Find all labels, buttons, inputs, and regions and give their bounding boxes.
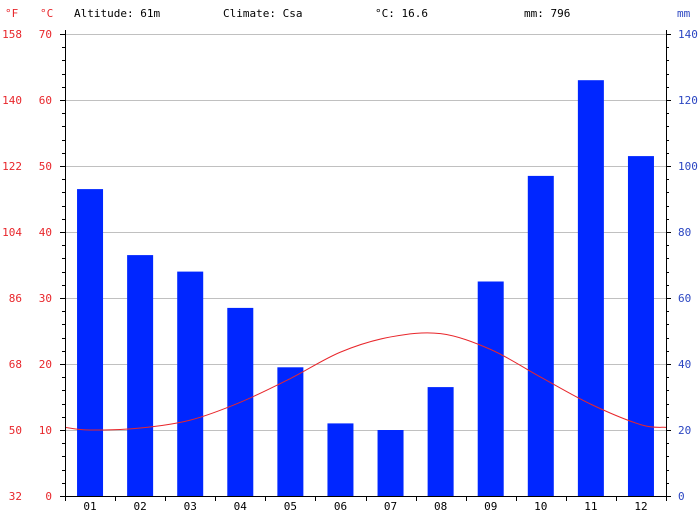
header-avg-temp: °C: 16.6 — [375, 7, 428, 20]
celsius-tick-label: 50 — [39, 160, 52, 173]
precip-bar-02 — [127, 255, 154, 496]
mm-tick-label: 20 — [678, 424, 691, 437]
month-label: 04 — [234, 500, 248, 513]
celsius-tick-label: 10 — [39, 424, 52, 437]
fahrenheit-tick-label: 68 — [9, 358, 22, 371]
month-label: 02 — [134, 500, 147, 513]
temperature-line-group — [64, 332, 667, 431]
mm-tick-label: 0 — [678, 490, 685, 503]
celsius-tick-label: 70 — [39, 28, 52, 41]
celsius-tick-label: 40 — [39, 226, 52, 239]
precip-bar-01 — [77, 189, 104, 496]
month-label: 01 — [83, 500, 96, 513]
precip-bar-06 — [327, 423, 354, 496]
fahrenheit-tick-label: 140 — [2, 94, 22, 107]
precip-bar-05 — [277, 367, 304, 496]
tick-labels: 0321050206830864010450122601407015802040… — [2, 28, 698, 513]
celsius-tick-label: 30 — [39, 292, 52, 305]
month-label: 05 — [284, 500, 297, 513]
mm-tick-label: 140 — [678, 28, 698, 41]
fahrenheit-tick-label: 32 — [9, 490, 22, 503]
header-climate: Climate: Csa — [223, 7, 302, 20]
fahrenheit-tick-label: 122 — [2, 160, 22, 173]
unit-label-celsius: °C — [40, 7, 53, 20]
precip-bar-11 — [577, 80, 604, 496]
mm-tick-label: 100 — [678, 160, 698, 173]
axes — [60, 30, 671, 501]
month-label: 10 — [534, 500, 547, 513]
month-label: 09 — [484, 500, 497, 513]
temperature-line — [64, 332, 667, 431]
precip-bar-07 — [377, 430, 404, 496]
precip-bar-08 — [427, 387, 454, 496]
celsius-tick-label: 20 — [39, 358, 52, 371]
precip-bar-03 — [177, 271, 204, 496]
mm-tick-label: 80 — [678, 226, 691, 239]
precipitation-bars — [77, 80, 654, 496]
mm-tick-label: 40 — [678, 358, 691, 371]
header-altitude: Altitude: 61m — [74, 7, 160, 20]
fahrenheit-tick-label: 104 — [2, 226, 22, 239]
celsius-tick-label: 0 — [45, 490, 52, 503]
precip-bar-10 — [527, 175, 554, 496]
celsius-tick-label: 60 — [39, 94, 52, 107]
month-label: 03 — [184, 500, 197, 513]
precip-bar-09 — [477, 281, 504, 496]
grid-lines — [65, 34, 666, 431]
fahrenheit-tick-label: 86 — [9, 292, 22, 305]
month-label: 06 — [334, 500, 347, 513]
header-precip-total: mm: 796 — [524, 7, 570, 20]
unit-label-fahrenheit: °F — [5, 7, 18, 20]
month-label: 12 — [634, 500, 647, 513]
month-label: 07 — [384, 500, 397, 513]
fahrenheit-tick-label: 158 — [2, 28, 22, 41]
mm-tick-label: 120 — [678, 94, 698, 107]
mm-tick-label: 60 — [678, 292, 691, 305]
fahrenheit-tick-label: 50 — [9, 424, 22, 437]
unit-label-mm: mm — [677, 7, 691, 20]
precip-bar-12 — [627, 156, 654, 496]
month-label: 08 — [434, 500, 447, 513]
month-label: 11 — [584, 500, 597, 513]
